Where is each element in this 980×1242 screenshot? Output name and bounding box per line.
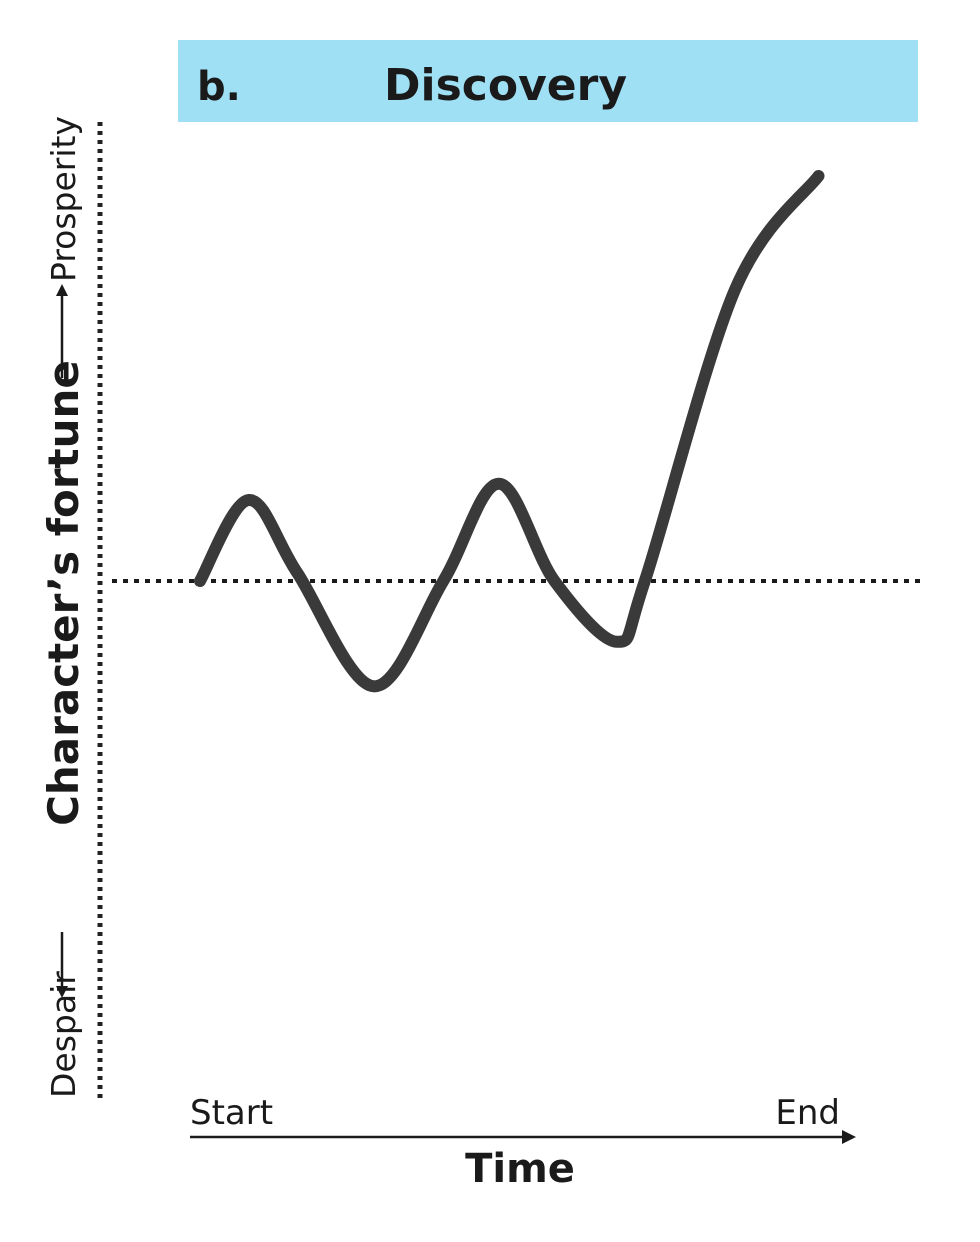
- y-axis-title: Character’s fortune: [39, 360, 88, 826]
- y-axis-label-group: Despair Character’s fortune Prosperity: [39, 116, 88, 1098]
- chart-title: Discovery: [384, 60, 627, 111]
- x-axis-title: Time: [465, 1146, 575, 1192]
- y-high-label: Prosperity: [44, 116, 83, 282]
- x-start-label: Start: [190, 1093, 273, 1133]
- panel-label: b.: [197, 64, 241, 110]
- x-end-label: End: [775, 1093, 840, 1133]
- title-band: [178, 40, 918, 122]
- y-low-arrow-head: [56, 986, 68, 998]
- x-axis-arrow-head: [842, 1130, 856, 1144]
- y-high-arrow-head: [56, 284, 68, 296]
- fortune-curve: [194, 170, 825, 693]
